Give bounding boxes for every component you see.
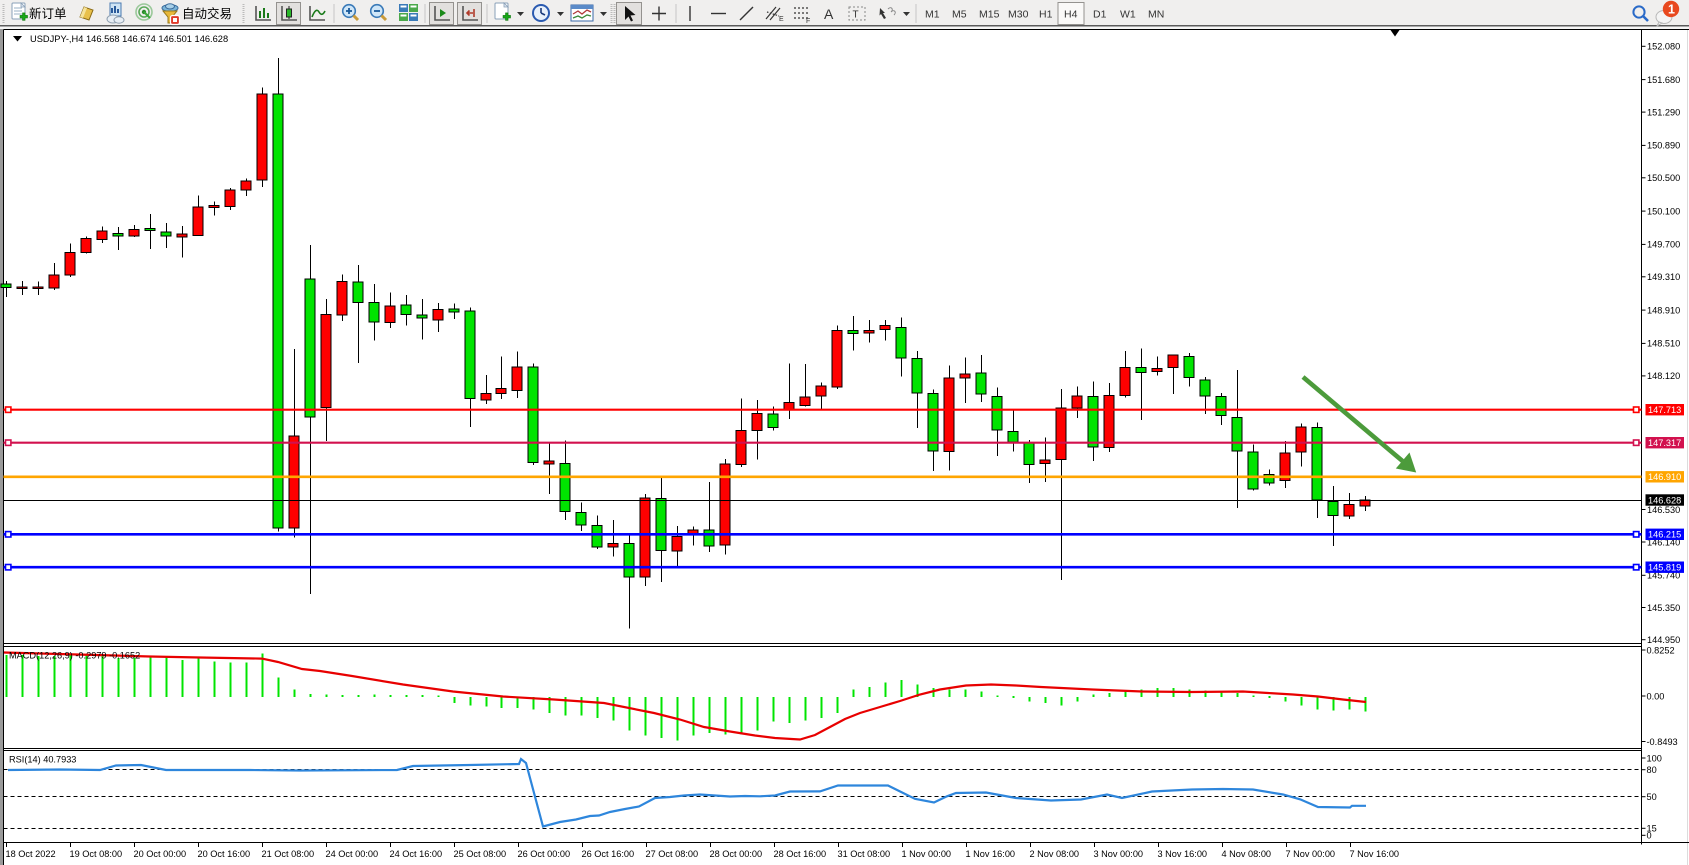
svg-text:148.910: 148.910 bbox=[1647, 305, 1680, 315]
svg-text:0: 0 bbox=[1647, 831, 1652, 841]
svg-text:148.120: 148.120 bbox=[1647, 371, 1680, 381]
svg-text:7 Nov 16:00: 7 Nov 16:00 bbox=[1350, 849, 1400, 859]
svg-text:24 Oct 16:00: 24 Oct 16:00 bbox=[390, 849, 443, 859]
svg-text:145.350: 145.350 bbox=[1647, 603, 1680, 613]
svg-text:7 Nov 00:00: 7 Nov 00:00 bbox=[1286, 849, 1336, 859]
svg-text:26 Oct 16:00: 26 Oct 16:00 bbox=[582, 849, 635, 859]
svg-text:80: 80 bbox=[1647, 765, 1657, 775]
svg-text:28 Oct 00:00: 28 Oct 00:00 bbox=[710, 849, 763, 859]
svg-text:1 Nov 00:00: 1 Nov 00:00 bbox=[902, 849, 952, 859]
svg-text:27 Oct 08:00: 27 Oct 08:00 bbox=[646, 849, 699, 859]
svg-text:31 Oct 08:00: 31 Oct 08:00 bbox=[838, 849, 891, 859]
svg-text:M15: M15 bbox=[979, 9, 1000, 21]
svg-text:MN: MN bbox=[1148, 9, 1164, 21]
svg-text:150.890: 150.890 bbox=[1647, 141, 1680, 151]
svg-text:149.700: 149.700 bbox=[1647, 240, 1680, 250]
svg-text:152.080: 152.080 bbox=[1647, 42, 1680, 52]
svg-text:21 Oct 08:00: 21 Oct 08:00 bbox=[262, 849, 315, 859]
svg-text:USDJPY-,H4 146.568 146.674 14: USDJPY-,H4 146.568 146.674 146.501 146.6… bbox=[30, 34, 228, 44]
svg-text:146.628: 146.628 bbox=[1648, 495, 1681, 505]
svg-text:1: 1 bbox=[1668, 3, 1675, 17]
svg-text:100: 100 bbox=[1647, 753, 1662, 763]
svg-text:新订单: 新订单 bbox=[29, 6, 67, 21]
svg-text:146.530: 146.530 bbox=[1647, 505, 1680, 515]
svg-text:RSI(14) 40.7933: RSI(14) 40.7933 bbox=[9, 755, 76, 765]
svg-text:W1: W1 bbox=[1120, 9, 1136, 21]
svg-text:4 Nov 08:00: 4 Nov 08:00 bbox=[1222, 849, 1272, 859]
svg-text:146.140: 146.140 bbox=[1647, 537, 1680, 547]
svg-text:1 Nov 16:00: 1 Nov 16:00 bbox=[966, 849, 1016, 859]
svg-text:148.510: 148.510 bbox=[1647, 339, 1680, 349]
svg-text:20 Oct 16:00: 20 Oct 16:00 bbox=[198, 849, 251, 859]
svg-text:T: T bbox=[853, 10, 859, 21]
svg-text:20 Oct 00:00: 20 Oct 00:00 bbox=[134, 849, 187, 859]
svg-text:149.310: 149.310 bbox=[1647, 272, 1680, 282]
svg-text:15: 15 bbox=[1647, 824, 1657, 834]
svg-text:H1: H1 bbox=[1039, 9, 1053, 21]
svg-text:28 Oct 16:00: 28 Oct 16:00 bbox=[774, 849, 827, 859]
svg-text:0.8252: 0.8252 bbox=[1647, 645, 1675, 655]
svg-text:M5: M5 bbox=[952, 9, 967, 21]
svg-text:H4: H4 bbox=[1064, 9, 1078, 21]
svg-text:F: F bbox=[806, 18, 810, 25]
svg-text:146.910: 146.910 bbox=[1648, 472, 1681, 482]
svg-text:146.215: 146.215 bbox=[1648, 530, 1681, 540]
svg-text:D1: D1 bbox=[1093, 9, 1107, 21]
svg-text:3 Nov 16:00: 3 Nov 16:00 bbox=[1158, 849, 1208, 859]
svg-text:50: 50 bbox=[1647, 792, 1657, 802]
svg-text:18 Oct 2022: 18 Oct 2022 bbox=[6, 849, 56, 859]
svg-text:E: E bbox=[779, 16, 784, 23]
svg-text:144.950: 144.950 bbox=[1647, 635, 1680, 645]
svg-text:A: A bbox=[824, 6, 834, 22]
svg-text:145.819: 145.819 bbox=[1648, 563, 1681, 573]
svg-text:25 Oct 08:00: 25 Oct 08:00 bbox=[454, 849, 507, 859]
svg-text:0.00: 0.00 bbox=[1647, 691, 1665, 701]
svg-text:151.290: 151.290 bbox=[1647, 107, 1680, 117]
svg-text:M1: M1 bbox=[925, 9, 940, 21]
svg-text:26 Oct 00:00: 26 Oct 00:00 bbox=[518, 849, 571, 859]
svg-text:145.740: 145.740 bbox=[1647, 571, 1680, 581]
svg-text:24 Oct 00:00: 24 Oct 00:00 bbox=[326, 849, 379, 859]
svg-text:M30: M30 bbox=[1008, 9, 1029, 21]
svg-text:MACD(12,26,9) -0.2979 -0.1652: MACD(12,26,9) -0.2979 -0.1652 bbox=[9, 651, 140, 661]
svg-text:150.500: 150.500 bbox=[1647, 173, 1680, 183]
svg-text:147.317: 147.317 bbox=[1648, 438, 1681, 448]
svg-text:151.680: 151.680 bbox=[1647, 75, 1680, 85]
svg-text:2 Nov 08:00: 2 Nov 08:00 bbox=[1030, 849, 1080, 859]
svg-text:自动交易: 自动交易 bbox=[182, 6, 232, 21]
svg-text:-0.8493: -0.8493 bbox=[1647, 737, 1678, 747]
svg-text:147.713: 147.713 bbox=[1648, 405, 1681, 415]
svg-text:19 Oct 08:00: 19 Oct 08:00 bbox=[70, 849, 123, 859]
svg-text:3 Nov 00:00: 3 Nov 00:00 bbox=[1094, 849, 1144, 859]
svg-text:150.100: 150.100 bbox=[1647, 206, 1680, 216]
